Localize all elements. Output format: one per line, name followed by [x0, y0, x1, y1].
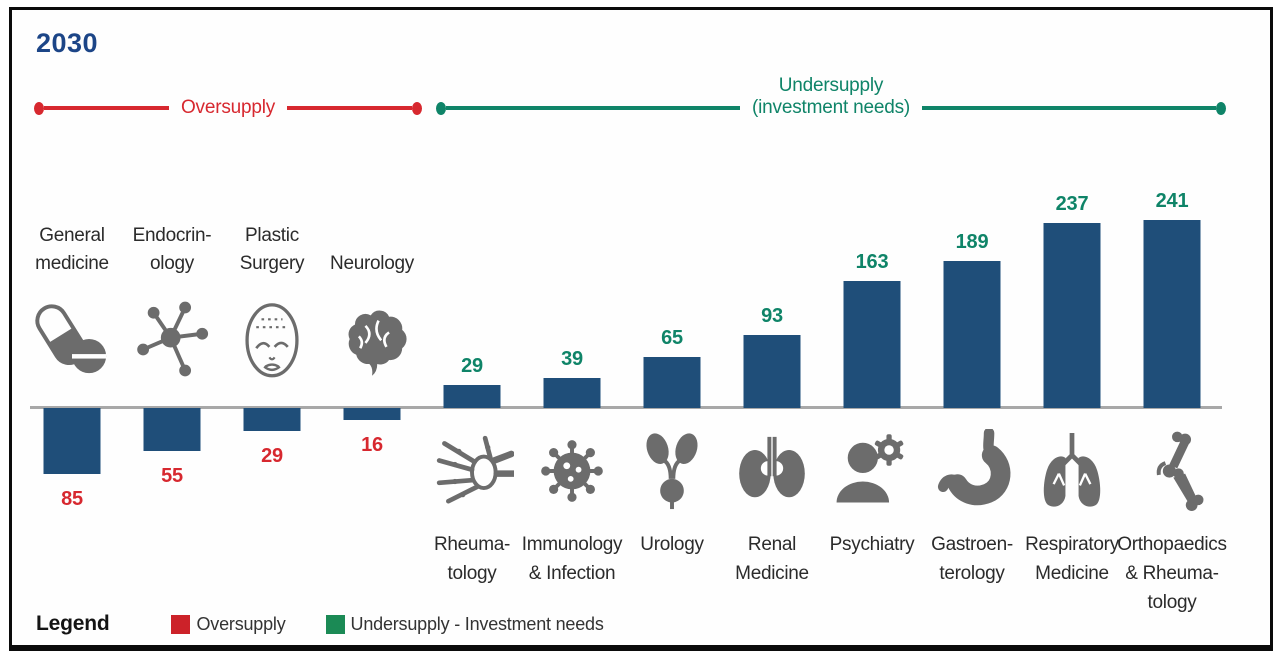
specialty-label: Plastic Surgery: [239, 225, 305, 274]
urinary-tract-icon: [630, 429, 714, 513]
value-label: 55: [161, 465, 183, 487]
legend: Legend Oversupply Undersupply - Investme…: [36, 608, 644, 640]
specialty-icon-box: [122, 290, 222, 388]
specialty-icon-box: [822, 426, 922, 516]
bar: [143, 408, 201, 451]
specialty-label: Gastroen- terology: [931, 534, 1013, 584]
pills-icon: [30, 297, 114, 381]
face-icon: [230, 297, 314, 381]
chart-frame: 2030 Oversupply Undersupply (investment …: [9, 7, 1273, 651]
bar: [1043, 223, 1101, 408]
bar: [343, 408, 401, 420]
brain-icon: [330, 297, 414, 381]
undersupply-swatch-icon: [325, 614, 345, 634]
specialty-column: 65 Urology: [622, 130, 722, 622]
specialty-icon-box: [422, 426, 522, 516]
line-endpoint-dot: [34, 101, 44, 115]
specialty-label: Psychiatry: [829, 534, 915, 555]
value-label: 29: [261, 445, 283, 467]
value-label: 29: [461, 355, 483, 377]
value-label: 16: [361, 434, 383, 456]
specialty-column: 39 Immunology & Infection: [522, 130, 623, 622]
chart-title: 2030: [36, 28, 99, 58]
specialty-icon-box: [1122, 426, 1222, 516]
oversupply-range-label: Oversupply: [180, 97, 276, 118]
oversupply-swatch-icon: [171, 614, 191, 634]
line-endpoint-dot: [412, 101, 423, 115]
specialty-label: Renal Medicine: [735, 534, 809, 584]
specialty-column: 29 Rheuma- tology: [422, 130, 522, 622]
molecule-icon: [130, 297, 214, 381]
specialty-column: 237 Respiratory Medicine: [1022, 130, 1122, 622]
psychiatry-person-gear-icon: [830, 429, 914, 513]
specialty-label: Neurology: [330, 253, 414, 274]
specialty-column: Endocrin- ology 55: [122, 130, 222, 622]
legend-item-label: Undersupply - Investment needs: [350, 613, 604, 634]
line-endpoint-dot: [436, 101, 446, 115]
bar: [643, 357, 701, 408]
specialty-icon-box: [722, 426, 822, 516]
specialty-column: 93 Renal Medicine: [722, 130, 822, 622]
specialty-label: General medicine: [35, 225, 109, 274]
specialty-column: General medicine 85: [22, 130, 122, 622]
value-label: 241: [1155, 190, 1189, 212]
virus-icon: [530, 429, 614, 513]
range-line-segment: [446, 106, 741, 110]
range-line-segment: [287, 106, 413, 110]
chart-area: General medicine 85 Endocrin- ology 55 P…: [22, 130, 1227, 622]
specialty-icon-box: [622, 426, 722, 516]
line-endpoint-dot: [1216, 101, 1227, 115]
specialty-label: Endocrin- ology: [132, 225, 212, 274]
value-label: 93: [761, 305, 783, 327]
specialty-icon-box: [322, 290, 422, 388]
bar: [243, 408, 301, 431]
undersupply-range-line: Undersupply (investment needs): [436, 75, 1227, 119]
range-line-segment: [44, 106, 169, 110]
specialty-label: Rheuma- tology: [433, 534, 511, 584]
legend-item-label: Oversupply: [196, 613, 286, 634]
bar: [743, 335, 801, 408]
value-label: 39: [561, 348, 583, 370]
bar: [443, 385, 501, 408]
legend-item-undersupply: Undersupply - Investment needs: [325, 613, 604, 635]
bar: [1143, 220, 1201, 408]
specialty-icon-box: [222, 290, 322, 388]
specialty-column: Neurology 16: [322, 130, 422, 622]
specialty-icon-box: [1022, 426, 1122, 516]
value-label: 163: [855, 251, 889, 273]
oversupply-range-line: Oversupply: [34, 97, 423, 119]
value-label: 65: [661, 327, 683, 349]
bone-joint-icon: [1130, 429, 1214, 513]
specialty-label: Respiratory Medicine: [1025, 534, 1119, 584]
bar: [943, 261, 1001, 408]
value-label: 85: [61, 488, 83, 510]
legend-item-oversupply: Oversupply: [171, 613, 286, 635]
specialty-label: Urology: [640, 534, 704, 555]
legend-title: Legend: [36, 612, 110, 635]
specialty-column: Plastic Surgery 29: [222, 130, 322, 622]
bar: [43, 408, 101, 474]
specialty-label: Immunology & Infection: [521, 534, 623, 584]
specialty-column: 241 Orthopaedics & Rheuma- tology: [1117, 130, 1227, 622]
axis-line: [30, 406, 1222, 409]
specialty-label: Orthopaedics & Rheuma- tology: [1117, 534, 1227, 613]
specialty-icon-box: [22, 290, 122, 388]
specialty-icon-box: [522, 426, 622, 516]
stomach-icon: [930, 429, 1014, 513]
bar: [843, 281, 901, 408]
specialty-icon-box: [922, 426, 1022, 516]
specialty-column: 189 Gastroen- terology: [922, 130, 1022, 622]
hand-bones-icon: [430, 429, 514, 513]
range-line-segment: [922, 106, 1217, 110]
undersupply-range-label: Undersupply (investment needs): [752, 75, 910, 118]
lungs-icon: [1030, 429, 1114, 513]
bar: [543, 378, 601, 408]
value-label: 189: [955, 231, 989, 253]
specialty-column: 163 Psychiatry: [822, 130, 922, 622]
value-label: 237: [1055, 193, 1089, 215]
kidneys-icon: [730, 429, 814, 513]
